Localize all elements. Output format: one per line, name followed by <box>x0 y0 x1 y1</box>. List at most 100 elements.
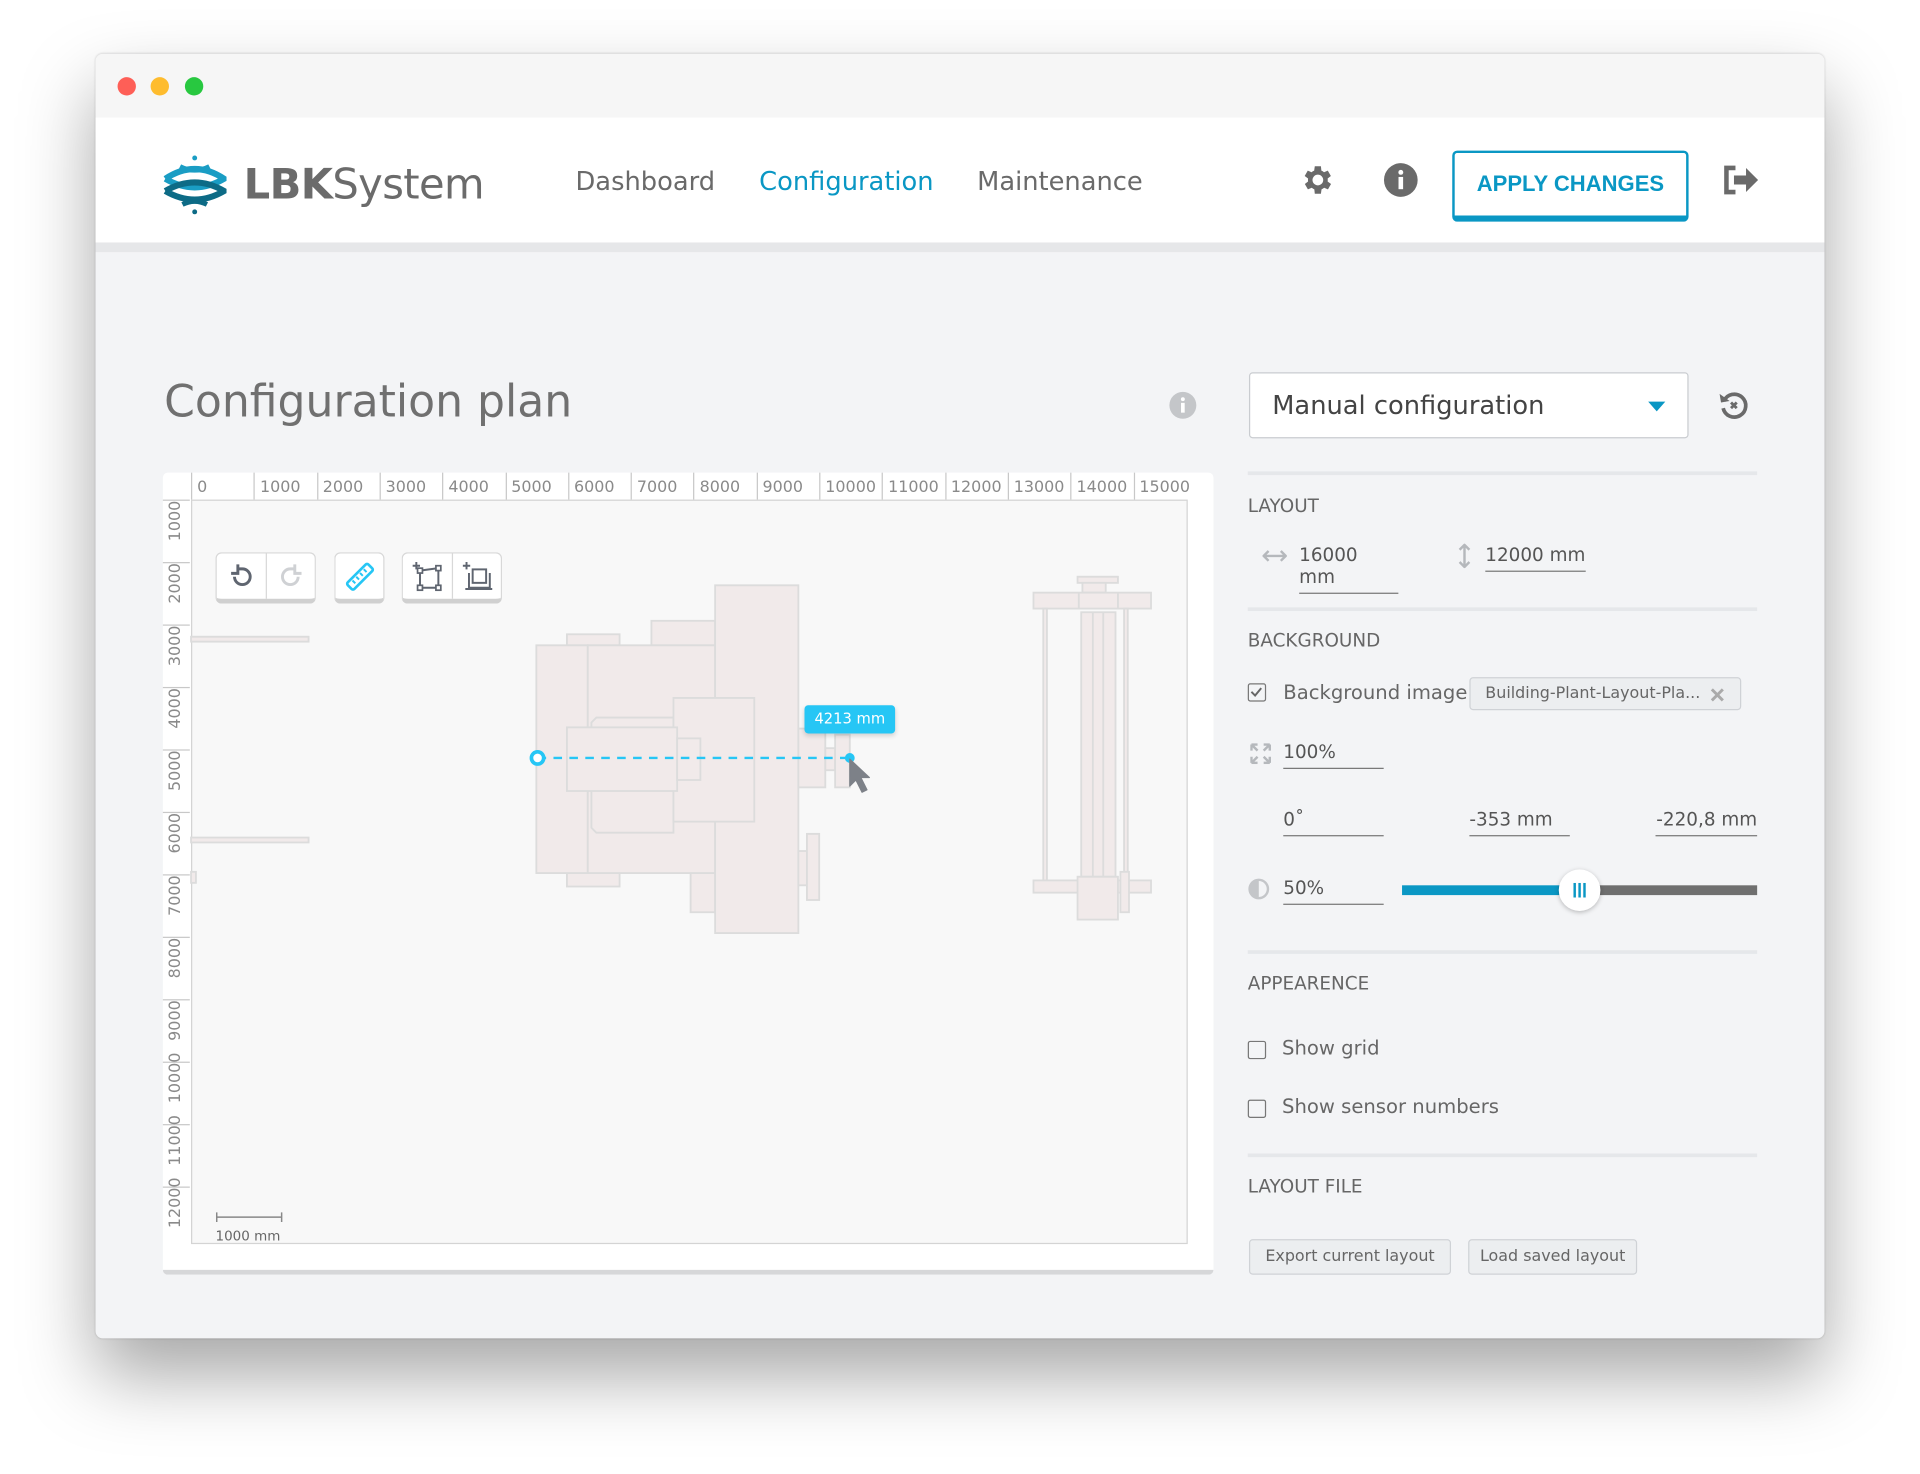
gear-icon[interactable] <box>1298 162 1335 199</box>
zoom-window-button[interactable] <box>184 77 204 96</box>
ruler-left-tick: 10000 <box>162 1053 190 1124</box>
layout-height-input[interactable]: 12000 mm <box>1485 544 1586 572</box>
ruler-left-tick: 12000 <box>162 1178 190 1249</box>
ruler-top-tick: 11000 <box>881 472 945 500</box>
plan-machine-part <box>1076 575 1119 584</box>
minimize-window-button[interactable] <box>150 77 169 96</box>
divider <box>1247 950 1758 954</box>
ruler-top: 0 1000 2000 3000 4000 5000 6000 7000 8000 9000 100… <box>191 472 1190 500</box>
plan-machine-part <box>797 850 808 887</box>
show-sensor-numbers-checkbox[interactable] <box>1247 1099 1267 1118</box>
history-toolbar <box>215 552 316 604</box>
plan-machine-part <box>566 872 621 888</box>
opacity-slider-fill <box>1402 885 1580 896</box>
ruler-left-tick: 1000 <box>162 499 190 562</box>
background-offset-y-input[interactable]: -220,8 mm <box>1655 808 1758 837</box>
nav-configuration[interactable]: Configuration <box>759 166 934 196</box>
export-layout-button[interactable]: Export current layout <box>1248 1239 1452 1275</box>
show-grid-label: Show grid <box>1282 1035 1380 1060</box>
opacity-slider-track <box>1579 885 1758 896</box>
background-offset-x-input[interactable]: -353 mm <box>1469 808 1570 837</box>
logo-text-bold: LBK <box>243 160 333 210</box>
remove-file-icon[interactable] <box>1710 688 1724 702</box>
plan-info-icon[interactable] <box>1168 391 1197 420</box>
plan-machine-part <box>1080 611 1117 878</box>
logo[interactable]: LBKSystem <box>163 154 485 215</box>
divider <box>1247 471 1758 476</box>
shape-toolbar <box>401 552 503 604</box>
ruler-left: 1000 2000 3000 4000 5000 6000 7000 8000 9000 1000… <box>162 499 191 1249</box>
layout-heading: LAYOUT <box>1247 494 1319 517</box>
ruler-left-tick: 11000 <box>162 1115 190 1186</box>
close-window-button[interactable] <box>117 77 136 96</box>
ruler-top-tick: 2000 <box>316 472 380 500</box>
plan-wall <box>190 635 310 643</box>
plan-wall <box>190 870 197 884</box>
layout-width-input[interactable]: 16000 mm <box>1299 544 1399 594</box>
info-icon[interactable] <box>1382 162 1419 199</box>
lbk-logo-icon <box>163 155 227 215</box>
ruler-top-tick: 1000 <box>253 472 317 500</box>
nav-dashboard[interactable]: Dashboard <box>575 166 716 196</box>
measurement-end-handle[interactable] <box>844 753 855 763</box>
grip-icon <box>1573 882 1586 898</box>
scale-bar: 1000 mm <box>216 1204 285 1244</box>
ruler-left-tick: 7000 <box>162 874 190 936</box>
undo-button[interactable] <box>217 553 266 598</box>
show-grid-checkbox[interactable] <box>1247 1040 1267 1060</box>
redo-icon <box>280 563 301 586</box>
ruler-left-tick: 4000 <box>162 686 190 749</box>
layout-file-heading: LAYOUT FILE <box>1247 1175 1363 1198</box>
logout-icon[interactable] <box>1720 162 1759 199</box>
load-layout-button[interactable]: Load saved layout <box>1468 1239 1638 1275</box>
ruler-top-tick: 15000 <box>1133 472 1196 500</box>
redo-button[interactable] <box>265 553 315 599</box>
opacity-slider[interactable] <box>1402 869 1758 912</box>
height-arrows-icon <box>1458 543 1471 569</box>
mouse-cursor-icon <box>849 758 871 793</box>
configuration-mode-select[interactable]: Manual configuration <box>1248 372 1689 439</box>
ruler-left-tick: 5000 <box>162 749 190 811</box>
plan-machine-part <box>1081 581 1107 594</box>
plan-machine-part <box>1032 591 1152 610</box>
checkmark-icon <box>1250 687 1262 697</box>
background-rotation-input[interactable]: 0˚ <box>1283 808 1384 837</box>
reset-configuration-icon[interactable] <box>1717 388 1751 422</box>
undo-icon <box>231 563 252 586</box>
logo-text-light: System <box>332 160 484 210</box>
ruler-top-tick: 10000 <box>819 472 882 500</box>
ruler-top-tick: 8000 <box>693 472 757 500</box>
scale-bar-line <box>216 1212 283 1223</box>
measurement-start-handle[interactable] <box>529 750 546 766</box>
ruler-top-tick: 5000 <box>505 472 568 500</box>
apply-changes-button[interactable]: APPLY CHANGES <box>1452 150 1689 222</box>
configuration-mode-value: Manual configuration <box>1272 390 1545 421</box>
ruler-left-tick: 6000 <box>162 811 190 874</box>
plan-machine-part <box>689 872 717 914</box>
plan-machine-part <box>1042 607 1048 882</box>
ruler-top-tick: 4000 <box>442 472 505 500</box>
ruler-top-tick: 6000 <box>567 472 631 500</box>
add-wall-button[interactable] <box>451 553 501 599</box>
background-heading: BACKGROUND <box>1247 629 1381 652</box>
background-opacity-input[interactable]: 50% <box>1283 877 1384 905</box>
divider <box>1247 607 1758 612</box>
background-image-checkbox[interactable] <box>1247 683 1267 702</box>
plan-machine-part <box>650 619 717 647</box>
ruler-left-tick: 2000 <box>162 562 190 624</box>
title-bar <box>95 53 1825 118</box>
nav-maintenance[interactable]: Maintenance <box>977 166 1143 196</box>
add-polygon-button[interactable] <box>403 553 452 598</box>
ruler-top-tick: 7000 <box>630 472 694 500</box>
opacity-slider-thumb[interactable] <box>1558 869 1601 912</box>
measurement-label: 4213 mm <box>804 705 896 734</box>
measure-button[interactable] <box>336 553 384 598</box>
plan-machine-part <box>806 832 821 901</box>
plan-machine-part <box>1123 607 1129 882</box>
divider <box>1247 1153 1758 1158</box>
ruler-left-tick: 3000 <box>162 624 190 686</box>
expand-scale-icon <box>1250 743 1272 765</box>
plan-machine-part <box>1119 870 1130 914</box>
ruler-top-tick: 14000 <box>1070 472 1133 500</box>
background-scale-input[interactable]: 100% <box>1283 741 1384 769</box>
